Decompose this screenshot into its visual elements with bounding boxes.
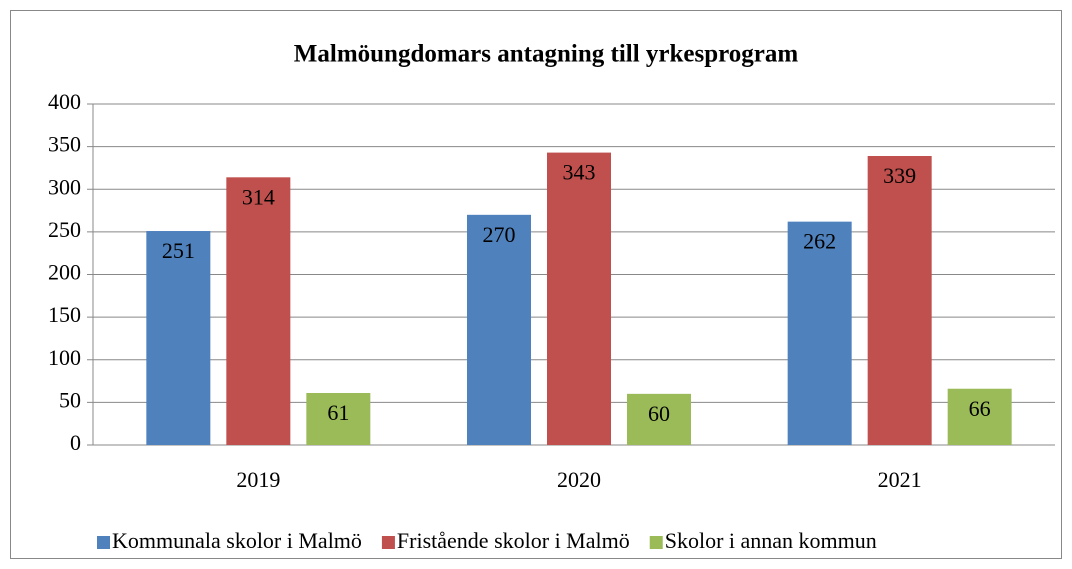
bar xyxy=(226,177,291,445)
bar xyxy=(467,214,531,445)
y-tick-label: 350 xyxy=(48,132,81,157)
legend-swatch xyxy=(649,536,663,549)
y-tick-label: 200 xyxy=(48,260,81,285)
chart-title: Malmöungdomars antagning till yrkesprogr… xyxy=(294,41,799,68)
y-tick-label: 50 xyxy=(59,387,81,412)
data-label: 262 xyxy=(803,229,836,254)
legend-label: Fristående skolor i Malmö xyxy=(397,528,630,553)
data-label: 60 xyxy=(648,401,670,426)
bar xyxy=(787,221,852,445)
data-label: 251 xyxy=(162,238,195,263)
bar xyxy=(947,388,1012,445)
y-tick-label: 400 xyxy=(48,89,81,114)
legend-label: Skolor i annan kommun xyxy=(665,528,877,553)
x-tick-label: 2019 xyxy=(236,467,280,492)
y-tick-label: 300 xyxy=(48,174,81,199)
data-label: 61 xyxy=(327,400,349,425)
legend-swatch xyxy=(381,536,395,549)
bar xyxy=(146,231,211,445)
y-tick-label: 100 xyxy=(48,345,81,370)
y-tick-label: 0 xyxy=(70,430,81,455)
data-label: 66 xyxy=(969,396,991,421)
y-tick-label: 250 xyxy=(48,217,81,242)
x-tick-label: 2021 xyxy=(878,467,922,492)
bar xyxy=(306,392,371,445)
legend-swatch xyxy=(97,536,110,549)
data-label: 314 xyxy=(242,184,275,209)
bar xyxy=(867,156,932,445)
data-label: 343 xyxy=(563,160,596,185)
y-tick-label: 150 xyxy=(48,302,81,327)
data-label: 339 xyxy=(883,163,916,188)
x-tick-label: 2020 xyxy=(557,467,601,492)
bar xyxy=(627,393,691,445)
legend-label: Kommunala skolor i Malmö xyxy=(112,528,362,553)
data-label: 270 xyxy=(483,222,516,247)
bar xyxy=(547,152,611,445)
